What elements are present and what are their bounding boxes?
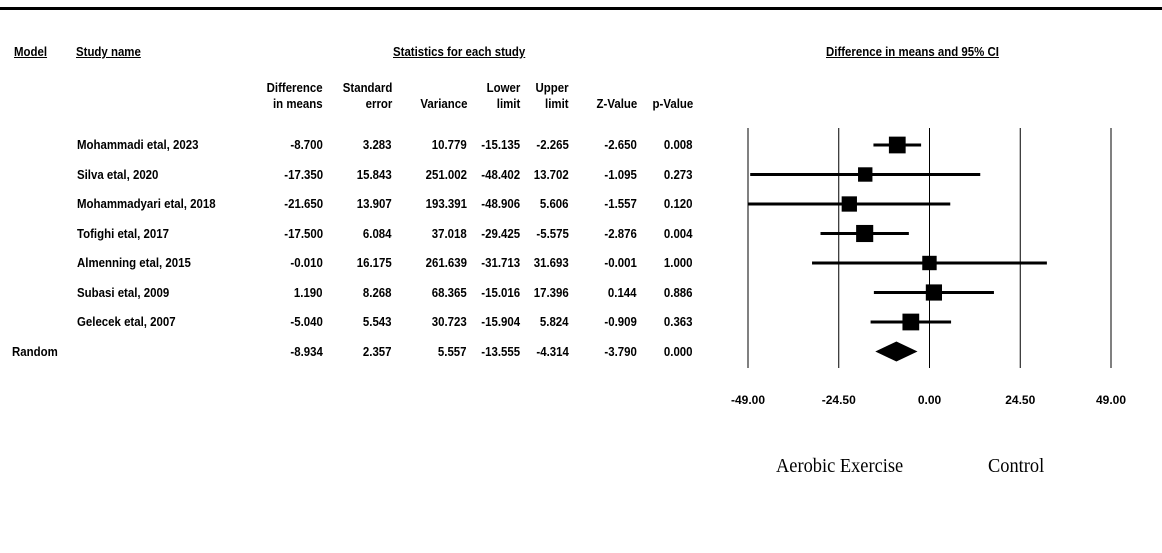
cell-variance: 10.779 — [432, 137, 467, 152]
cell-variance: 251.002 — [425, 166, 467, 182]
cell-p: 0.363 — [664, 314, 693, 329]
right-favours-label: Control — [988, 455, 1045, 477]
cell-z: -0.001 — [604, 255, 637, 270]
effect-square — [922, 255, 937, 271]
diff-col-header: Difference in means — [267, 80, 323, 111]
cell-z: -1.095 — [604, 166, 637, 182]
cell-z: -1.557 — [604, 196, 637, 211]
model-header: Model — [14, 44, 48, 59]
effect-square — [925, 284, 943, 301]
study-name: Subasi etal, 2009 — [77, 284, 170, 300]
study-name: Gelecek etal, 2007 — [77, 314, 176, 329]
cell-diff: -5.040 — [290, 314, 323, 329]
cell-se: 15.843 — [357, 166, 392, 182]
summary-diff: -8.934 — [290, 343, 323, 359]
stats-group-header: Statistics for each study — [393, 44, 526, 59]
cell-upper: -5.575 — [536, 225, 569, 241]
cell-lower: -15.135 — [481, 137, 520, 152]
cell-p: 1.000 — [664, 255, 693, 270]
cell-se: 16.175 — [357, 255, 392, 270]
cell-variance: 37.018 — [432, 225, 467, 241]
se-col-header: Standard error — [342, 80, 392, 111]
z-col-header: Z-Value — [596, 96, 637, 111]
cell-diff: -0.010 — [290, 255, 323, 270]
cell-lower: -29.425 — [481, 225, 520, 241]
summary-lower: -13.555 — [481, 343, 520, 359]
cell-variance: 261.639 — [425, 255, 467, 270]
study-name: Mohammadyari etal, 2018 — [77, 196, 216, 211]
study-name: Tofighi etal, 2017 — [77, 225, 169, 241]
cell-variance: 30.723 — [432, 314, 467, 329]
cell-p: 0.886 — [664, 284, 693, 300]
cell-lower: -15.904 — [481, 314, 520, 329]
upper-col-header: Upper limit — [535, 80, 569, 111]
study-name: Almenning etal, 2015 — [77, 255, 191, 270]
cell-upper: -2.265 — [536, 137, 569, 152]
left-favours-label: Aerobic Exercise — [776, 455, 904, 477]
summary-z: -3.790 — [604, 343, 637, 359]
cell-se: 5.543 — [363, 314, 392, 329]
cell-z: -2.876 — [604, 225, 637, 241]
p-col-header: p-Value — [652, 96, 693, 111]
cell-variance: 193.391 — [425, 196, 467, 211]
cell-lower: -48.906 — [481, 196, 520, 211]
cell-upper: 5.606 — [540, 196, 569, 211]
plot-title: Difference in means and 95% CI — [826, 44, 999, 59]
cell-diff: -21.650 — [284, 196, 323, 211]
cell-lower: -31.713 — [481, 255, 520, 270]
lower-col-header: Lower limit — [486, 80, 520, 111]
summary-upper: -4.314 — [536, 343, 569, 359]
summary-variance: 5.557 — [438, 343, 467, 359]
cell-se: 8.268 — [363, 284, 392, 300]
summary-model-label: Random — [12, 343, 58, 359]
summary-diamond — [875, 341, 918, 362]
cell-p: 0.004 — [664, 225, 693, 241]
variance-col-header: Variance — [419, 96, 467, 111]
summary-se: 2.357 — [363, 343, 392, 359]
cell-z: -0.909 — [604, 314, 637, 329]
effect-square — [858, 167, 873, 182]
cell-p: 0.120 — [664, 196, 693, 211]
x-tick-label: 49.00 — [1096, 393, 1126, 407]
cell-lower: -48.402 — [481, 166, 520, 182]
x-tick-label: 0.00 — [918, 393, 942, 407]
cell-diff: -17.350 — [284, 166, 323, 182]
cell-upper: 31.693 — [534, 255, 569, 270]
summary-p: 0.000 — [664, 343, 693, 359]
cell-se: 13.907 — [357, 196, 392, 211]
cell-upper: 17.396 — [534, 284, 569, 300]
cell-diff: -17.500 — [284, 225, 323, 241]
effect-square — [888, 136, 906, 154]
effect-square — [841, 196, 857, 212]
x-tick-label: -49.00 — [731, 393, 765, 407]
cell-se: 3.283 — [363, 137, 392, 152]
cell-z: 0.144 — [608, 284, 637, 300]
study-name: Mohammadi etal, 2023 — [77, 137, 199, 152]
study-name-header: Study name — [76, 44, 141, 59]
cell-se: 6.084 — [363, 225, 392, 241]
cell-p: 0.273 — [664, 166, 693, 182]
cell-upper: 5.824 — [540, 314, 569, 329]
cell-upper: 13.702 — [534, 166, 569, 182]
cell-diff: -8.700 — [290, 137, 323, 152]
effect-square — [902, 313, 920, 331]
cell-z: -2.650 — [604, 137, 637, 152]
study-name: Silva etal, 2020 — [77, 166, 159, 182]
top-rule — [0, 7, 1162, 10]
cell-p: 0.008 — [664, 137, 693, 152]
cell-variance: 68.365 — [432, 284, 467, 300]
x-tick-label: 24.50 — [1005, 393, 1035, 407]
cell-lower: -15.016 — [481, 284, 520, 300]
x-tick-label: -24.50 — [822, 393, 856, 407]
cell-diff: 1.190 — [294, 284, 323, 300]
effect-square — [856, 224, 874, 243]
